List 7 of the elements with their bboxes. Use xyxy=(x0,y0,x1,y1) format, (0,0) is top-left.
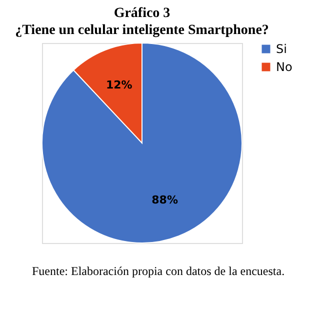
legend-label: No xyxy=(276,60,292,74)
chart-subtitle: ¿Tiene un celular inteligente Smartphone? xyxy=(15,23,269,38)
legend-label: Si xyxy=(276,42,287,56)
chart-title: Gráfico 3 xyxy=(114,6,170,21)
data-label: 12% xyxy=(106,78,132,92)
source-note: Fuente: Elaboración propia con datos de la encuesta. xyxy=(32,264,285,278)
data-label: 88% xyxy=(152,194,178,207)
